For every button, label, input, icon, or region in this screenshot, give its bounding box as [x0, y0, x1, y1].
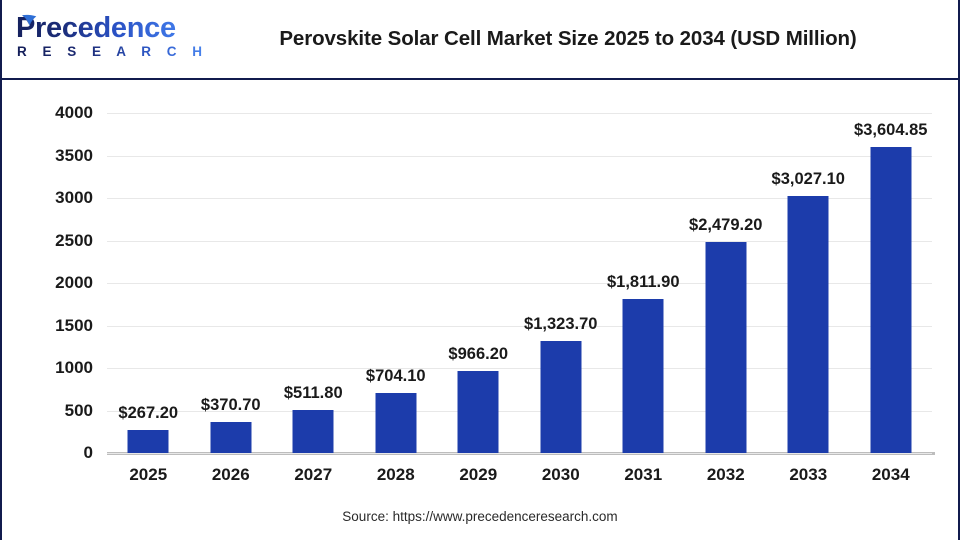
bar-value-label: $1,323.70	[524, 314, 598, 333]
bar-value-label: $3,604.85	[854, 120, 928, 139]
bar[interactable]	[127, 430, 169, 453]
logo-wordmark: Precedence	[16, 12, 176, 44]
gridline	[107, 240, 932, 242]
gridline	[107, 325, 932, 327]
bar-slot: $966.20	[437, 113, 520, 453]
bar-value-label: $704.10	[365, 367, 426, 386]
bar[interactable]	[870, 146, 912, 453]
bar-slot: $511.80	[272, 113, 355, 453]
plot-area: 0 500 1000 1500 2000 2500 3000 3500 4000 $267.20…	[55, 103, 933, 484]
x-axis-tick-label: 2028	[376, 465, 415, 484]
x-axis-tick-label: 2027	[294, 465, 333, 484]
bar-value-label: $370.70	[200, 395, 261, 414]
y-axis-tick-label: 0	[83, 443, 93, 462]
bar-value-label: $2,479.20	[689, 216, 763, 235]
y-axis-tick-label: 2500	[55, 230, 93, 250]
bar-slot: $2,479.20	[685, 113, 768, 453]
bar-slot: $3,027.10	[767, 113, 850, 453]
gridline	[107, 283, 932, 284]
bar-value-label: $966.20	[448, 344, 509, 363]
bar[interactable]	[210, 421, 252, 453]
y-axis-tick-label: 3500	[55, 145, 93, 165]
bar-slot: $704.10	[355, 113, 438, 453]
x-axis-tick-label: 2033	[789, 465, 828, 484]
gridline	[107, 368, 932, 369]
y-axis-tick-label: 500	[64, 400, 93, 420]
x-axis-tick-label: 2031	[624, 465, 663, 484]
y-axis-tick-label: 1000	[55, 358, 93, 377]
bar[interactable]	[292, 409, 334, 453]
bar-value-label: $1,811.90	[607, 273, 680, 291]
x-axis-tick-label: 2025	[129, 465, 168, 484]
bar[interactable]	[622, 299, 664, 453]
bar-value-label: $3,027.10	[771, 169, 845, 188]
bar-value-label: $511.80	[283, 383, 343, 402]
x-axis-tick-label: 2029	[459, 465, 498, 484]
leaf-icon	[22, 14, 37, 26]
bar[interactable]	[375, 393, 417, 453]
bar-slot: $370.70	[190, 113, 273, 453]
bar-slot: $267.20	[107, 113, 190, 453]
bar-slot: $1,811.90	[602, 113, 685, 453]
bar[interactable]	[705, 242, 747, 453]
gridline	[107, 113, 932, 114]
y-axis-tick-label: 1500	[55, 315, 93, 335]
logo-subtitle: R E S E A R C H	[17, 44, 209, 59]
bar-slot: $1,323.70	[520, 113, 603, 453]
gridline	[107, 198, 932, 199]
gridline	[107, 453, 932, 454]
page-title: Perovskite Solar Cell Market Size 2025 t…	[279, 27, 857, 50]
x-axis-tick-label: 2034	[871, 465, 910, 484]
bar-value-label: $267.20	[118, 404, 179, 423]
source-note: Source: https://www.precedenceresearch.c…	[342, 509, 618, 524]
gridline	[107, 410, 932, 412]
chart-header: Precedence R E S E A R C H Perovskite So…	[2, 0, 958, 80]
y-axis-tick-label: 3000	[55, 188, 93, 207]
bar[interactable]	[457, 370, 499, 453]
y-axis-tick-label: 2000	[55, 273, 93, 292]
precedence-research-logo: Precedence R E S E A R C H	[14, 12, 202, 68]
bar[interactable]	[787, 195, 829, 453]
gridline	[107, 155, 932, 157]
x-axis-tick-label: 2030	[541, 465, 580, 484]
x-axis-tick-label: 2026	[211, 465, 250, 484]
x-axis-tick-label: 2032	[706, 465, 745, 484]
y-axis-tick-label: 4000	[55, 103, 93, 122]
bar-slot: $3,604.85	[850, 113, 933, 453]
bar[interactable]	[540, 340, 582, 453]
